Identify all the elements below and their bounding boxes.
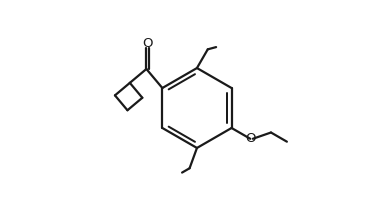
Text: O: O: [142, 37, 153, 50]
Text: O: O: [245, 132, 256, 145]
